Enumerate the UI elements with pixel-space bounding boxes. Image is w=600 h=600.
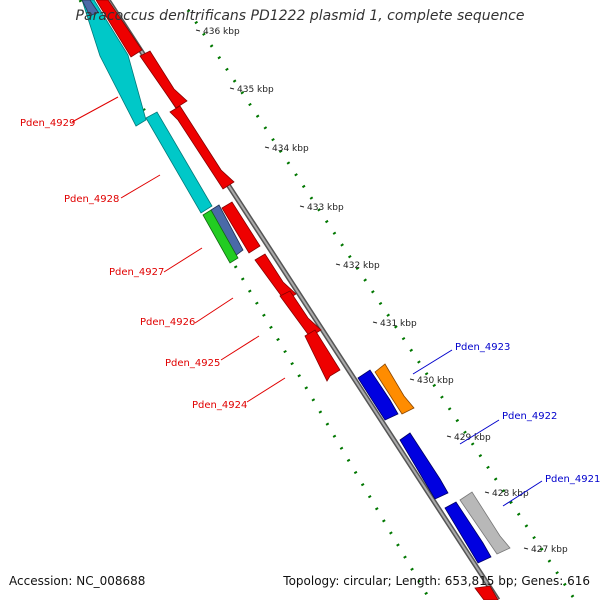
cds-feature[interactable] (279, 290, 322, 338)
kbp-label: 430 kbp (417, 376, 454, 386)
kbp-label: 432 kbp (343, 261, 380, 271)
gene-label[interactable]: Pden_4924 (192, 400, 247, 411)
cds-feature[interactable] (399, 432, 449, 500)
cds-feature[interactable] (81, 0, 99, 17)
forward-gene-labels: Pden_4923 Pden_4922 Pden_4921 (412, 342, 600, 507)
kbp-label: 436 kbp (203, 27, 240, 37)
gene-label[interactable]: Pden_4928 (64, 194, 119, 205)
kbp-ticks (195, 29, 529, 550)
cds-feature[interactable] (169, 105, 235, 190)
kbp-label: 427 kbp (531, 545, 568, 555)
forward-blue-track (357, 369, 492, 564)
cds-feature[interactable] (474, 585, 499, 600)
scale-line-outer (186, 9, 577, 600)
gene-label[interactable]: Pden_4926 (140, 317, 195, 328)
cds-feature[interactable] (374, 363, 415, 415)
cds-feature[interactable] (221, 201, 261, 254)
kbp-label: 431 kbp (380, 319, 417, 329)
reverse-red-track (95, 0, 499, 600)
topology-summary: Topology: circular; Length: 653,815 bp; … (283, 574, 590, 588)
cds-feature[interactable] (145, 111, 213, 214)
cds-feature[interactable] (139, 50, 188, 109)
accession-text: Accession: NC_008688 (9, 574, 146, 588)
kbp-label: 429 kbp (454, 433, 491, 443)
cds-feature[interactable] (95, 0, 143, 58)
cds-feature[interactable] (202, 209, 239, 264)
gene-label[interactable]: Pden_4922 (502, 411, 557, 422)
kbp-label: 433 kbp (307, 203, 344, 213)
gene-label[interactable]: Pden_4927 (109, 267, 164, 278)
cds-feature[interactable] (304, 329, 341, 382)
kbp-labels: 436 kbp 435 kbp 434 kbp 433 kbp 432 kbp … (203, 27, 568, 555)
kbp-label: 434 kbp (272, 144, 309, 154)
cds-feature[interactable] (254, 253, 297, 302)
cds-feature[interactable] (459, 491, 511, 555)
reverse-cyan-track (81, 0, 213, 214)
gene-label[interactable]: Pden_4923 (455, 342, 510, 353)
kbp-label: 435 kbp (237, 85, 274, 95)
map-title: Paracoccus denitrificans PD1222 plasmid … (75, 8, 525, 24)
reverse-gene-labels: Pden_4929 Pden_4928 Pden_4927 Pden_4926 … (20, 96, 286, 411)
gene-label[interactable]: Pden_4921 (545, 474, 600, 485)
cds-feature[interactable] (357, 369, 399, 421)
cds-feature[interactable] (81, 0, 147, 127)
cds-feature[interactable] (444, 501, 492, 564)
kbp-label: 428 kbp (492, 489, 529, 499)
gene-label[interactable]: Pden_4929 (20, 118, 75, 129)
gene-label[interactable]: Pden_4925 (165, 358, 220, 369)
